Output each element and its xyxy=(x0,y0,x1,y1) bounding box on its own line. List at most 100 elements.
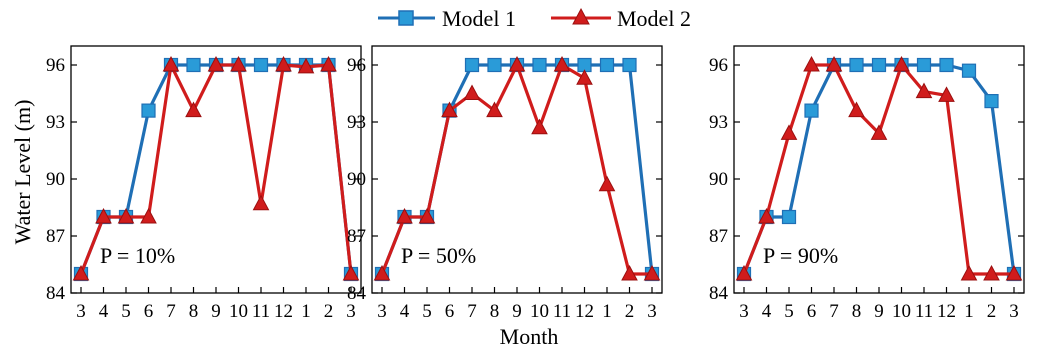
x-tick-label: 2 xyxy=(324,301,334,322)
chart-legend: Model 1 Model 2 xyxy=(378,6,691,31)
y-tick-label: 84 xyxy=(46,283,66,304)
y-tick-label: 87 xyxy=(709,226,728,247)
model-1-point xyxy=(186,57,201,73)
x-tick-label: 3 xyxy=(1009,301,1019,322)
legend-entry-model-1: Model 1 xyxy=(378,6,516,31)
model-2-point xyxy=(418,207,436,224)
x-tick-label: 5 xyxy=(422,301,432,322)
model-2-point xyxy=(803,55,820,72)
model-2-point xyxy=(275,55,292,72)
x-tick-label: 5 xyxy=(784,301,794,322)
x-tick-label: 9 xyxy=(211,301,221,322)
model-2-point xyxy=(441,101,458,118)
x-tick-label: 10 xyxy=(229,301,248,322)
model-1-point xyxy=(599,57,615,73)
y-tick-label: 96 xyxy=(709,55,728,76)
model-2-point xyxy=(117,207,135,224)
y-tick-label: 93 xyxy=(709,112,728,133)
x-tick-label: 4 xyxy=(762,301,772,322)
y-tick-label: 84 xyxy=(347,283,367,304)
y-tick-label: 93 xyxy=(347,112,366,133)
model-2-point xyxy=(207,55,225,72)
x-tick-label: 3 xyxy=(739,301,749,322)
x-tick-label: 3 xyxy=(346,301,356,322)
model-2-point xyxy=(870,124,888,140)
model-2-point xyxy=(72,264,90,281)
x-tick-label: 8 xyxy=(852,301,862,322)
model-1-point xyxy=(961,63,977,78)
model-2-point xyxy=(735,264,753,281)
x-tick-label: 8 xyxy=(490,301,500,322)
x-tick-label: 1 xyxy=(602,301,612,322)
y-tick-label: 96 xyxy=(46,55,65,76)
model-2-point xyxy=(508,55,526,72)
y-tick-label: 90 xyxy=(347,169,366,190)
panel-annotation: P = 50% xyxy=(401,243,476,268)
panel-annotation: P = 10% xyxy=(100,243,175,268)
x-tick-label: 12 xyxy=(937,301,956,322)
x-tick-label: 12 xyxy=(575,301,594,322)
model-2-point xyxy=(320,55,337,72)
x-tick-label: 11 xyxy=(252,301,270,322)
model-2-point xyxy=(915,82,933,99)
y-tick-label: 87 xyxy=(347,226,366,247)
x-tick-label: 5 xyxy=(121,301,131,322)
y-tick-label: 90 xyxy=(709,169,728,190)
model-1-point xyxy=(984,93,999,109)
x-axis-title: Month xyxy=(500,324,559,347)
x-tick-label: 6 xyxy=(144,301,154,322)
model-2-point xyxy=(553,55,571,72)
x-tick-label: 11 xyxy=(915,301,933,322)
model-2-point xyxy=(576,69,593,85)
model-1-point xyxy=(916,57,932,73)
model-1-point xyxy=(781,209,797,225)
x-tick-label: 3 xyxy=(647,301,657,322)
model-2-point xyxy=(780,124,798,140)
x-tick-label: 9 xyxy=(512,301,522,322)
x-tick-label: 4 xyxy=(400,301,410,322)
x-tick-label: 1 xyxy=(301,301,311,322)
x-tick-label: 7 xyxy=(467,301,477,322)
model-2-point xyxy=(162,55,180,72)
model-2-point xyxy=(252,194,270,211)
x-tick-label: 4 xyxy=(99,301,109,322)
model-2-point xyxy=(297,57,315,74)
model-2-point xyxy=(643,264,661,281)
x-tick-label: 3 xyxy=(377,301,387,322)
model-2-point xyxy=(825,55,843,72)
model-1-point xyxy=(871,57,887,73)
x-tick-label: 8 xyxy=(189,301,199,322)
y-tick-label: 84 xyxy=(709,283,729,304)
x-tick-label: 6 xyxy=(807,301,817,322)
model-2-point xyxy=(598,175,616,192)
model-1-point xyxy=(622,57,637,73)
x-tick-label: 11 xyxy=(553,301,571,322)
x-tick-label: 2 xyxy=(987,301,997,322)
model-1-point xyxy=(804,103,819,118)
y-axis-title: Water Level (m) xyxy=(10,100,35,245)
model-2-point xyxy=(95,207,112,224)
model-2-point xyxy=(463,84,481,100)
model-2-point xyxy=(342,264,360,281)
legend-label-model-1: Model 1 xyxy=(442,6,516,31)
model-1-point xyxy=(253,57,269,73)
model-2-point xyxy=(531,118,548,135)
x-tick-label: 7 xyxy=(829,301,839,322)
x-tick-label: 9 xyxy=(874,301,884,322)
model-2-point xyxy=(185,101,202,118)
x-tick-label: 1 xyxy=(964,301,974,322)
model-1-point xyxy=(141,103,156,118)
model-1-point xyxy=(532,57,547,73)
legend-entry-model-2: Model 2 xyxy=(551,6,691,31)
model-2-point xyxy=(960,264,978,281)
x-tick-label: 10 xyxy=(892,301,911,322)
model-1-point xyxy=(939,57,954,73)
y-tick-label: 96 xyxy=(347,55,366,76)
model-1-point xyxy=(849,57,864,73)
model-2-point xyxy=(396,207,413,224)
model-2-point xyxy=(621,264,638,281)
model-2-point xyxy=(893,55,910,72)
x-tick-label: 2 xyxy=(625,301,635,322)
